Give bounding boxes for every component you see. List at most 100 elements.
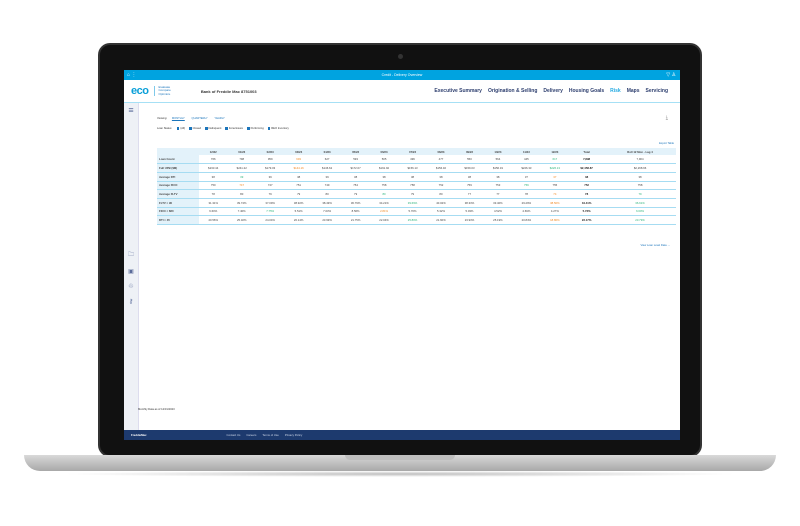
- hamburger-menu-icon[interactable]: ≡: [128, 105, 134, 115]
- table-cell: 38.92%: [284, 198, 313, 208]
- table-cell: $233.44: [199, 163, 228, 173]
- table-cell: 5.03%: [455, 207, 484, 217]
- table-row: FLTV > 90 31.31% 39.74% 37.09% 38.92% 38.49% 3…: [157, 198, 676, 208]
- row-label: Average DTI: [157, 172, 199, 182]
- loan-status-label: Loan Status:: [157, 127, 173, 130]
- footer-terms[interactable]: Terms of Use: [262, 433, 279, 437]
- table-cell: 79: [284, 189, 313, 199]
- table-cell: 38: [426, 172, 456, 182]
- table-cell: 23.93%: [455, 215, 484, 225]
- table-cell: 80: [426, 189, 456, 199]
- users-icon[interactable]: ♲: [128, 284, 134, 290]
- table-cell: 38: [569, 172, 605, 182]
- table-row: DTI > 45 20.56% 25.32% 24.04% 20.14% 23.99% 21…: [157, 215, 676, 225]
- table-cell: 39: [312, 172, 342, 182]
- user-icon[interactable]: ▽ ♙: [666, 72, 676, 78]
- nav-risk[interactable]: Risk: [610, 88, 621, 94]
- status-option-label[interactable]: Closed: [192, 127, 201, 130]
- status-checkbox[interactable]: [205, 127, 208, 130]
- column-header: 10/23: [483, 148, 513, 155]
- status-checkbox[interactable]: [247, 127, 250, 130]
- eco-logo[interactable]: eco: [131, 85, 149, 97]
- table-cell: 78: [569, 189, 605, 199]
- table-cell: $172.07: [341, 163, 370, 173]
- table-cell: 39.74%: [227, 198, 256, 208]
- table-row: Average DTI 38 39 39 38 39 38 38 38 38 38 38 37 37 38 3…: [157, 172, 676, 182]
- status-checkbox[interactable]: [176, 127, 180, 130]
- table-cell: 6.60%: [199, 207, 228, 217]
- table-cell: 5.73%: [569, 207, 605, 217]
- webcam: [398, 54, 403, 59]
- tab-monthly[interactable]: MONTHLY: [171, 117, 185, 120]
- table-cell: 550: [455, 155, 484, 165]
- table-cell: 79: [604, 189, 676, 199]
- table-cell: 4.52%: [483, 207, 513, 217]
- tab-yearly[interactable]: YEARLY: [214, 117, 225, 120]
- table-cell: 758: [604, 181, 676, 191]
- table-cell: $191.92: [369, 163, 399, 173]
- table-cell: 753: [483, 181, 513, 191]
- row-label: Full UPB ($M): [157, 163, 199, 173]
- column-header: 01/23: [227, 148, 256, 155]
- nav-maps[interactable]: Maps: [626, 88, 640, 94]
- download-icon[interactable]: ⤓: [665, 115, 668, 121]
- table-cell: 33.40%: [483, 198, 513, 208]
- table-cell: 798: [227, 155, 256, 165]
- table-cell: $241.22: [227, 163, 256, 173]
- table-cell: 564: [483, 155, 513, 165]
- table-cell: 78: [199, 189, 228, 199]
- tagline-line: Compare: [158, 88, 171, 93]
- status-option-label[interactable]: Delinquent: [208, 127, 222, 130]
- footer-privacy[interactable]: Privacy Policy: [284, 433, 303, 437]
- status-option-label[interactable]: Foreclosure: [228, 127, 244, 130]
- home-icon[interactable]: ⌂ ⋮: [127, 72, 137, 78]
- table-cell: 36.79%: [341, 198, 370, 208]
- status-checkbox[interactable]: [225, 127, 228, 130]
- footer-contact[interactable]: Contact Us: [226, 433, 241, 437]
- table-cell: 80: [227, 189, 256, 199]
- export-table-link[interactable]: Export Table: [659, 142, 674, 145]
- status-option-label[interactable]: (All): [180, 127, 186, 130]
- table-cell: 759: [455, 181, 484, 191]
- table-cell: 758: [398, 181, 427, 191]
- view-loan-level-link[interactable]: View Loan Level Data →: [640, 244, 670, 247]
- nav-housing-goals[interactable]: Housing Goals: [568, 88, 605, 94]
- table-cell: 23.99%: [312, 215, 342, 225]
- footer-careers[interactable]: Careers: [246, 433, 257, 437]
- table-cell: $156.13: [398, 163, 427, 173]
- table-cell: 37: [512, 172, 541, 182]
- table-cell: 20.84%: [512, 215, 541, 225]
- table-cell: 693: [284, 155, 313, 165]
- table-cell: $146.62: [312, 163, 342, 173]
- viewing-filter: Viewing: MONTHLY QUARTERLY YEARLY: [157, 117, 225, 120]
- table-cell: $226.33: [512, 163, 541, 173]
- app-header: eco Evaluate Compare Optimize Bank of Fr…: [124, 80, 680, 103]
- table-cell: 8.56%: [341, 207, 370, 217]
- corner-cell: [157, 148, 199, 155]
- table-cell: 39: [255, 172, 285, 182]
- main-nav: Executive Summary Origination & Selling …: [434, 88, 668, 94]
- status-option-label[interactable]: REO Inventory: [271, 127, 289, 130]
- chart-icon[interactable]: ▣: [128, 269, 134, 275]
- status-checkbox[interactable]: [189, 127, 192, 130]
- row-label: FLTV > 90: [157, 198, 199, 208]
- nav-delivery[interactable]: Delivery: [543, 88, 563, 94]
- nav-origination-selling[interactable]: Origination & Selling: [487, 88, 538, 94]
- nav-servicing[interactable]: Servicing: [645, 88, 668, 94]
- row-label: Average FLTV: [157, 189, 199, 199]
- table-cell: 38: [341, 172, 370, 182]
- table-cell: 37: [540, 172, 570, 182]
- nav-executive-summary[interactable]: Executive Summary: [434, 88, 482, 94]
- table-cell: 20.14%: [284, 215, 313, 225]
- sidebar: ≡ 🗀 ▣ ♲ ⚷: [124, 103, 139, 430]
- table-cell: 24.04%: [255, 215, 285, 225]
- row-label: FICO < 680: [157, 207, 199, 217]
- folder-icon[interactable]: 🗀: [127, 252, 134, 258]
- status-checkbox[interactable]: [267, 127, 271, 130]
- status-option-label[interactable]: Performing: [250, 127, 264, 130]
- table-cell: $144.16: [284, 163, 313, 173]
- key-icon[interactable]: ⚷: [128, 299, 134, 305]
- table-cell: 34.41%: [569, 198, 605, 208]
- tab-quarterly[interactable]: QUARTERLY: [191, 117, 208, 120]
- table-cell: 78: [512, 189, 541, 199]
